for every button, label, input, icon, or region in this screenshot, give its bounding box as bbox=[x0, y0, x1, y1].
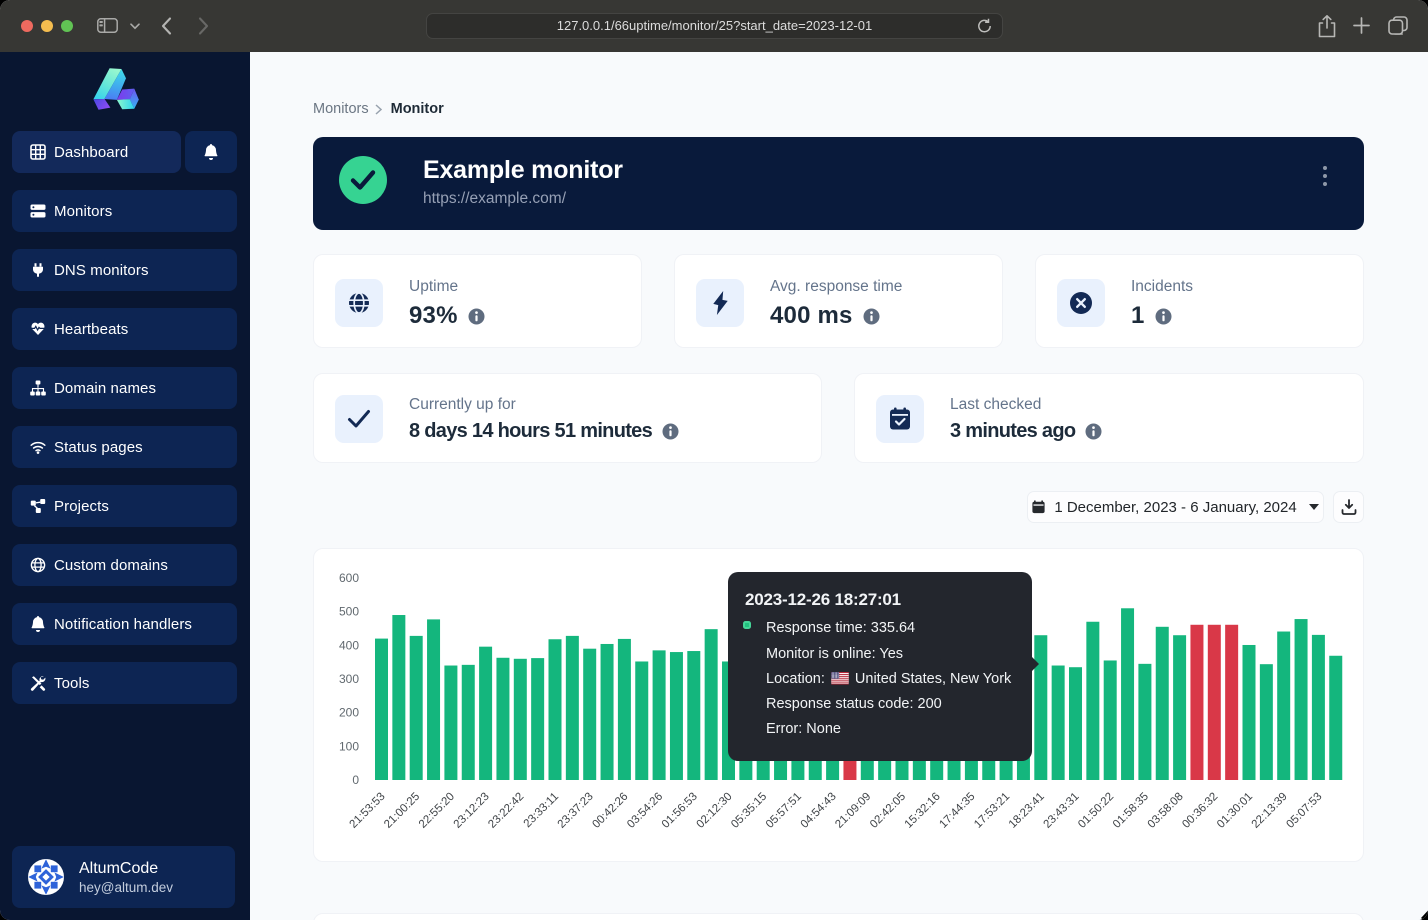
svg-text:00:42:26: 00:42:26 bbox=[590, 791, 630, 831]
svg-text:21:53:53: 21:53:53 bbox=[347, 791, 387, 831]
svg-text:00:36:32: 00:36:32 bbox=[1180, 791, 1220, 831]
svg-text:03:54:26: 03:54:26 bbox=[625, 791, 665, 831]
svg-text:23:33:11: 23:33:11 bbox=[522, 791, 562, 831]
svg-text:15:32:16: 15:32:16 bbox=[903, 791, 943, 831]
svg-text:23:12:23: 23:12:23 bbox=[452, 791, 492, 831]
svg-text:01:56:53: 01:56:53 bbox=[660, 791, 700, 831]
svg-text:17:44:35: 17:44:35 bbox=[937, 791, 977, 831]
svg-text:23:22:42: 23:22:42 bbox=[486, 791, 526, 831]
svg-text:04:54:43: 04:54:43 bbox=[799, 791, 839, 831]
svg-text:23:37:23: 23:37:23 bbox=[556, 791, 596, 831]
svg-text:200: 200 bbox=[339, 706, 359, 720]
svg-text:400: 400 bbox=[339, 638, 359, 652]
svg-text:01:58:35: 01:58:35 bbox=[1111, 791, 1151, 831]
svg-text:02:12:30: 02:12:30 bbox=[694, 791, 734, 831]
svg-text:18:23:41: 18:23:41 bbox=[1007, 791, 1047, 831]
svg-text:0: 0 bbox=[352, 773, 359, 787]
svg-text:600: 600 bbox=[339, 571, 359, 585]
svg-text:17:53:21: 17:53:21 bbox=[972, 791, 1012, 831]
svg-text:01:50:22: 01:50:22 bbox=[1076, 791, 1116, 831]
svg-text:05:07:53: 05:07:53 bbox=[1284, 791, 1324, 831]
svg-text:05:35:15: 05:35:15 bbox=[729, 791, 769, 831]
svg-text:03:58:08: 03:58:08 bbox=[1146, 791, 1186, 831]
svg-text:22:13:39: 22:13:39 bbox=[1250, 791, 1290, 831]
svg-text:23:43:31: 23:43:31 bbox=[1041, 791, 1081, 831]
svg-text:01:30:01: 01:30:01 bbox=[1215, 791, 1255, 831]
svg-text:02:42:05: 02:42:05 bbox=[868, 791, 908, 831]
svg-text:100: 100 bbox=[339, 739, 359, 753]
svg-text:05:57:51: 05:57:51 bbox=[764, 791, 804, 831]
svg-text:21:00:25: 21:00:25 bbox=[382, 791, 422, 831]
svg-text:22:55:20: 22:55:20 bbox=[417, 791, 457, 831]
svg-text:500: 500 bbox=[339, 605, 359, 619]
svg-text:21:09:09: 21:09:09 bbox=[833, 791, 873, 831]
svg-text:300: 300 bbox=[339, 672, 359, 686]
